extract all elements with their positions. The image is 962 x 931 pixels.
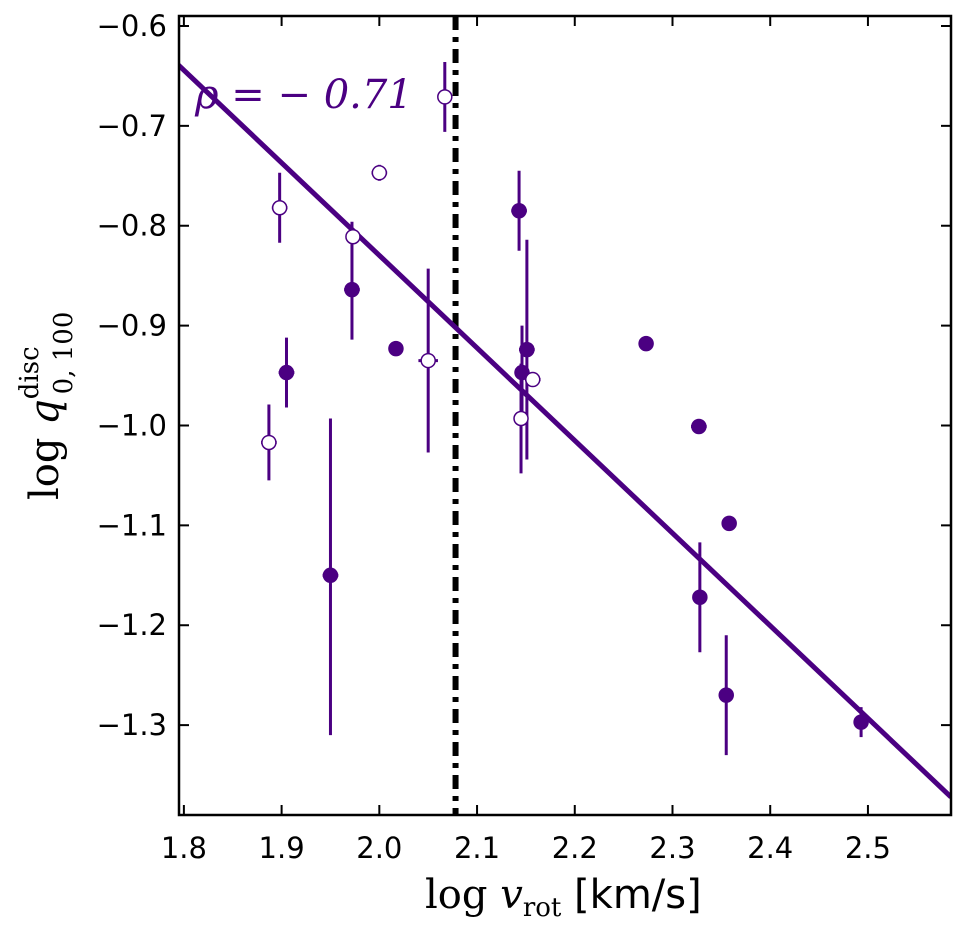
y-tick-label: −0.7 <box>97 109 167 143</box>
x-tick-label: 2.2 <box>552 831 598 865</box>
filled-point-7 <box>638 335 654 352</box>
y-axis-label: log qdisc 0, 100 <box>15 312 79 500</box>
y-tick-label: −0.6 <box>97 9 167 43</box>
y-axis-label-sup: disc <box>15 346 45 399</box>
open-point-7 <box>524 371 541 388</box>
open-point-6 <box>513 363 529 474</box>
point-marker <box>853 714 869 730</box>
filled-point-4 <box>511 170 527 251</box>
y-tick-label: −0.9 <box>97 309 167 343</box>
filled-point-11 <box>718 635 734 756</box>
open-point-5 <box>437 61 453 132</box>
x-axis-label: log vrot [km/s] <box>425 872 702 923</box>
point-marker <box>511 203 527 219</box>
open-point-0 <box>261 404 277 481</box>
point-marker <box>437 89 453 105</box>
filled-point-1 <box>322 418 339 736</box>
point-marker <box>525 371 541 388</box>
y-axis-label-main: log <box>22 425 68 500</box>
point-marker <box>513 410 529 427</box>
point-marker <box>691 418 707 435</box>
point-marker <box>519 341 535 358</box>
point-marker <box>638 335 654 352</box>
point-marker <box>388 340 404 357</box>
point-marker <box>344 281 360 298</box>
x-tick-label: 2.3 <box>649 831 695 865</box>
y-tick-label: −1.2 <box>97 608 167 642</box>
x-tick-label: 2.5 <box>845 831 891 865</box>
x-axis-label-sub: rot <box>523 893 562 923</box>
open-point-3 <box>371 164 388 181</box>
correlation-annotation: ρ = − 0.71 <box>194 72 413 118</box>
filled-point-8 <box>691 418 707 435</box>
point-marker <box>322 567 339 584</box>
filled-point-10 <box>721 515 737 532</box>
filled-point-3 <box>388 340 404 357</box>
x-tick-label: 2.4 <box>747 831 793 865</box>
point-marker <box>692 589 708 606</box>
x-tick-label: 1.8 <box>161 831 207 865</box>
point-marker <box>278 364 295 381</box>
point-marker <box>345 228 361 245</box>
axis-frame <box>177 14 953 817</box>
ticks: 1.8 1.9 2.0 2.1 2.2 2.3 2.4 2.5 −0.6 −0.7 −0.8 −0.9… <box>97 9 951 865</box>
point-marker <box>420 352 436 369</box>
point-marker <box>721 515 737 532</box>
axes <box>177 14 953 817</box>
x-tick-label: 2.1 <box>454 831 500 865</box>
y-tick-label: −1.0 <box>97 408 167 442</box>
y-axis-label-var: q <box>22 399 68 425</box>
x-tick-label: 2.0 <box>356 831 402 865</box>
y-axis-label-sub: 0, 100 <box>49 312 79 395</box>
x-axis-label-var: v <box>500 872 523 918</box>
open-point-2 <box>345 228 361 245</box>
x-tick-label: 1.9 <box>259 831 305 865</box>
point-marker <box>718 687 734 703</box>
x-axis-label-main: log <box>425 872 500 918</box>
filled-point-12 <box>853 707 869 738</box>
y-tick-label: −1.1 <box>97 508 167 542</box>
point-marker <box>271 200 288 216</box>
y-tick-label: −0.8 <box>97 209 167 243</box>
plot-area <box>179 16 951 815</box>
open-point-1 <box>271 172 288 243</box>
y-tick-label: −1.3 <box>97 708 167 742</box>
open-point-4 <box>418 268 438 453</box>
point-marker <box>261 434 277 451</box>
point-marker <box>371 165 388 181</box>
filled-point-9 <box>692 542 708 653</box>
fit-line <box>179 62 951 799</box>
filled-point-0 <box>278 337 295 408</box>
x-axis-label-unit: [km/s] <box>561 872 701 918</box>
